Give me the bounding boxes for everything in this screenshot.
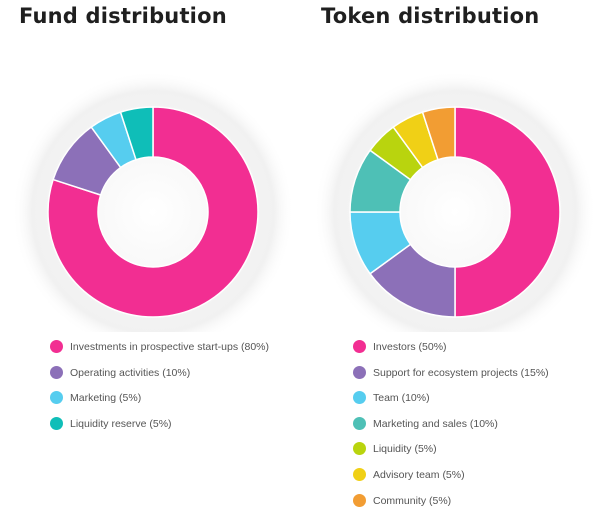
legend-item: Marketing (5%)	[50, 391, 290, 405]
legend-item: Team (10%)	[353, 391, 603, 405]
token-legend: Investors (50%) Support for ecosystem pro…	[353, 340, 603, 519]
token-chart-title: Token distribution	[321, 4, 540, 28]
legend-item: Investors (50%)	[353, 340, 603, 353]
fund-legend: Investments in prospective start-ups (80…	[50, 340, 290, 442]
legend-item: Operating activities (10%)	[50, 365, 290, 379]
legend-item: Investments in prospective start-ups (80…	[50, 340, 290, 353]
legend-label: Liquidity (5%)	[373, 443, 437, 456]
donut-slice-liquidity-reserve[interactable]	[119, 106, 154, 161]
legend-label: Community (5%)	[373, 494, 452, 507]
legend-item: Marketing and sales (10%)	[353, 416, 603, 430]
legend-label: Marketing (5%)	[70, 392, 142, 405]
legend-swatch	[353, 442, 366, 456]
legend-label: Liquidity reserve (5%)	[70, 417, 172, 430]
donut-slice-community[interactable]	[421, 106, 456, 161]
legend-swatch	[50, 416, 63, 430]
legend-item: Advisory team (5%)	[353, 467, 603, 481]
legend-swatch	[50, 391, 63, 405]
fund-chart-title: Fund distribution	[19, 4, 227, 28]
token-donut-chart	[314, 72, 596, 332]
legend-label: Advisory team (5%)	[373, 468, 465, 481]
legend-swatch	[353, 340, 366, 353]
legend-swatch	[50, 340, 63, 353]
legend-item: Liquidity (5%)	[353, 442, 603, 456]
fund-donut-chart	[12, 72, 294, 332]
donut-slice-investments-in-prospective-start-ups[interactable]	[47, 106, 259, 318]
legend-label: Marketing and sales (10%)	[373, 417, 498, 430]
legend-label: Team (10%)	[373, 392, 430, 405]
legend-item: Support for ecosystem projects (15%)	[353, 365, 603, 379]
legend-swatch	[50, 365, 63, 379]
legend-swatch	[353, 365, 366, 379]
legend-label: Support for ecosystem projects (15%)	[373, 366, 549, 379]
legend-item: Community (5%)	[353, 493, 603, 507]
legend-item: Liquidity reserve (5%)	[50, 416, 290, 430]
legend-label: Investments in prospective start-ups (80…	[70, 341, 269, 353]
donut-slice-investors[interactable]	[454, 106, 561, 318]
legend-label: Operating activities (10%)	[70, 366, 191, 379]
legend-swatch	[353, 416, 366, 430]
legend-label: Investors (50%)	[373, 341, 447, 353]
legend-swatch	[353, 493, 366, 507]
legend-swatch	[353, 467, 366, 481]
legend-swatch	[353, 391, 366, 405]
